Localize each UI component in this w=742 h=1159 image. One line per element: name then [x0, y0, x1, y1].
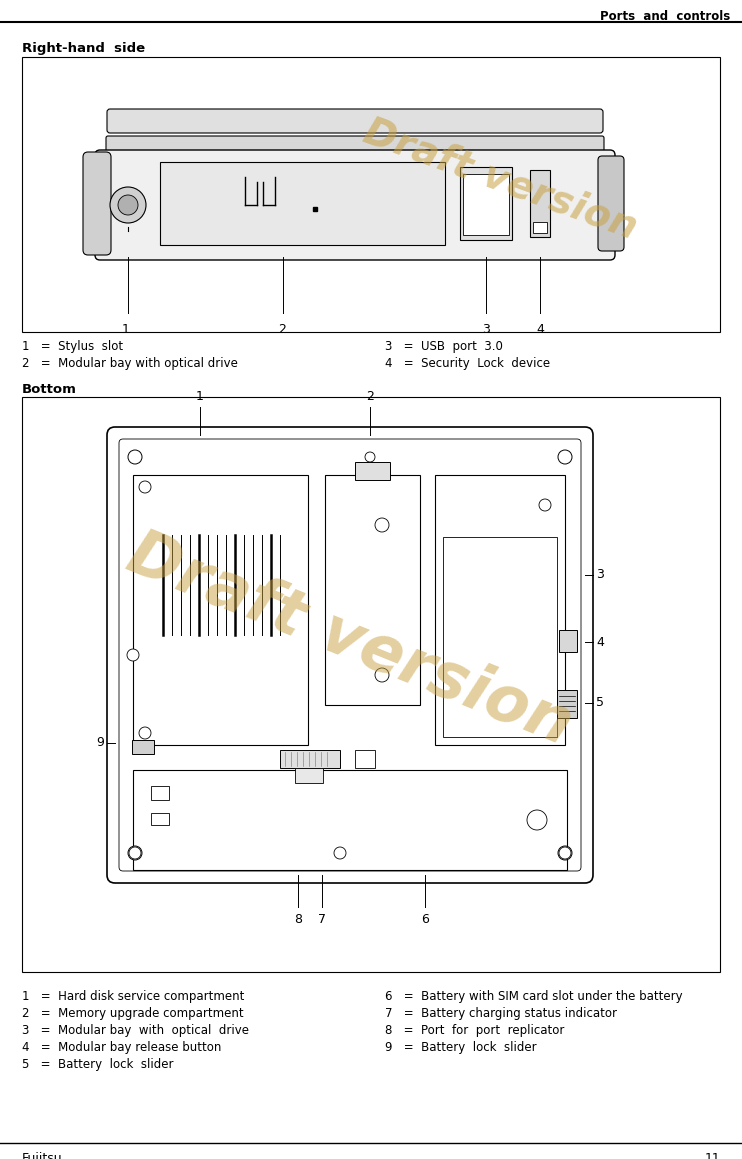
Text: 6: 6 [421, 913, 429, 926]
Text: 11: 11 [704, 1152, 720, 1159]
Text: 5: 5 [596, 697, 604, 709]
Bar [559, 630, 577, 653]
Circle shape [558, 450, 572, 464]
Circle shape [334, 847, 346, 859]
Circle shape [527, 810, 547, 830]
FancyBboxPatch shape [83, 152, 111, 255]
Circle shape [110, 187, 146, 223]
Text: Draft version: Draft version [358, 112, 642, 247]
Circle shape [118, 195, 138, 216]
Bar [132, 739, 154, 755]
Text: 3   =  USB  port  3.0: 3 = USB port 3.0 [385, 340, 503, 353]
Bar [530, 170, 550, 236]
Text: 3   =  Modular bay  with  optical  drive: 3 = Modular bay with optical drive [22, 1025, 249, 1037]
Circle shape [128, 450, 142, 464]
Text: 2   =  Memory upgrade compartment: 2 = Memory upgrade compartment [22, 1007, 243, 1020]
Bar [133, 475, 308, 745]
Bar [460, 167, 512, 240]
Text: 4: 4 [536, 323, 544, 336]
Text: 8   =  Port  for  port  replicator: 8 = Port for port replicator [385, 1025, 565, 1037]
Bar [22, 398, 720, 972]
Circle shape [558, 846, 572, 860]
Text: Right-hand  side: Right-hand side [22, 42, 145, 54]
Text: 1   =  Stylus  slot: 1 = Stylus slot [22, 340, 123, 353]
Text: Ports  and  controls: Ports and controls [600, 10, 730, 23]
Text: 8: 8 [294, 913, 302, 926]
Text: 7: 7 [318, 913, 326, 926]
Bar [280, 750, 340, 768]
Text: 2: 2 [278, 323, 286, 336]
Bar [355, 462, 390, 480]
Text: 2: 2 [366, 389, 374, 403]
FancyBboxPatch shape [106, 136, 604, 152]
Text: 5   =  Battery  lock  slider: 5 = Battery lock slider [22, 1058, 174, 1071]
Text: 9: 9 [96, 736, 104, 750]
Text: Fujitsu: Fujitsu [22, 1152, 62, 1159]
Text: 3: 3 [482, 323, 490, 336]
Bar [435, 475, 565, 745]
Circle shape [559, 847, 571, 859]
Circle shape [139, 481, 151, 493]
Circle shape [365, 452, 375, 462]
Text: 6   =  Battery with SIM card slot under the battery: 6 = Battery with SIM card slot under the… [385, 990, 683, 1003]
Bar [133, 770, 567, 870]
Circle shape [139, 727, 151, 739]
Bar [557, 690, 577, 717]
Circle shape [129, 847, 141, 859]
Bar [533, 223, 547, 233]
Bar [22, 57, 720, 331]
Bar [160, 162, 445, 245]
FancyBboxPatch shape [598, 156, 624, 252]
Text: 9   =  Battery  lock  slider: 9 = Battery lock slider [385, 1041, 536, 1054]
Text: 4   =  Modular bay release button: 4 = Modular bay release button [22, 1041, 221, 1054]
Text: 1   =  Hard disk service compartment: 1 = Hard disk service compartment [22, 990, 244, 1003]
Text: 4   =  Security  Lock  device: 4 = Security Lock device [385, 357, 550, 370]
FancyBboxPatch shape [107, 427, 593, 883]
Bar [325, 475, 420, 705]
Circle shape [539, 500, 551, 511]
FancyBboxPatch shape [95, 150, 615, 260]
Text: 7   =  Battery charging status indicator: 7 = Battery charging status indicator [385, 1007, 617, 1020]
Text: 1: 1 [122, 323, 130, 336]
Bar [443, 537, 557, 737]
Text: 3: 3 [596, 569, 604, 582]
FancyBboxPatch shape [107, 109, 603, 133]
Bar [151, 812, 169, 825]
Text: Bottom: Bottom [22, 382, 77, 396]
Text: 4: 4 [596, 635, 604, 649]
Text: 1: 1 [196, 389, 204, 403]
Text: Draft version: Draft version [119, 523, 581, 758]
Bar [295, 768, 323, 783]
Bar [463, 174, 509, 235]
Bar [355, 750, 375, 768]
Circle shape [375, 668, 389, 681]
Circle shape [128, 846, 142, 860]
Circle shape [375, 518, 389, 532]
Bar [151, 786, 169, 800]
Text: 2   =  Modular bay with optical drive: 2 = Modular bay with optical drive [22, 357, 238, 370]
Circle shape [127, 649, 139, 661]
